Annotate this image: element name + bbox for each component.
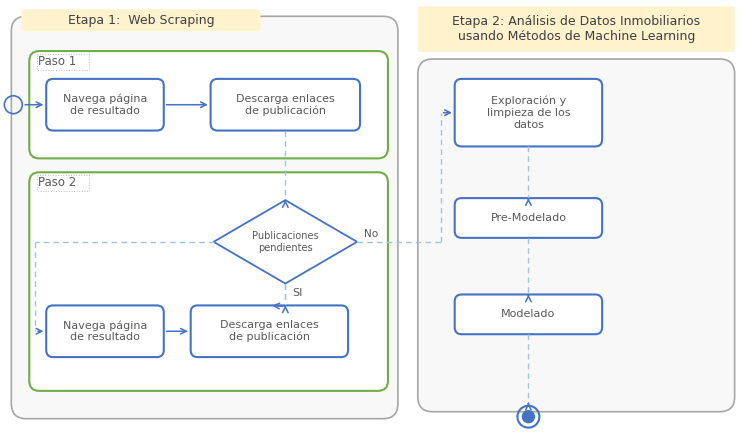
FancyBboxPatch shape xyxy=(46,305,163,357)
Text: Modelado: Modelado xyxy=(502,309,556,319)
FancyBboxPatch shape xyxy=(418,59,735,412)
Text: Publicaciones
pendientes: Publicaciones pendientes xyxy=(252,231,319,253)
Text: Descarga enlaces
de publicación: Descarga enlaces de publicación xyxy=(220,320,319,342)
Text: Navega página
de resultado: Navega página de resultado xyxy=(63,94,147,116)
FancyBboxPatch shape xyxy=(46,79,163,130)
FancyBboxPatch shape xyxy=(455,295,602,334)
FancyBboxPatch shape xyxy=(29,51,388,159)
FancyBboxPatch shape xyxy=(210,79,360,130)
Text: Navega página
de resultado: Navega página de resultado xyxy=(63,320,147,342)
FancyBboxPatch shape xyxy=(191,305,348,357)
FancyBboxPatch shape xyxy=(11,16,398,419)
Text: Descarga enlaces
de publicación: Descarga enlaces de publicación xyxy=(236,94,334,116)
FancyBboxPatch shape xyxy=(29,172,388,391)
FancyBboxPatch shape xyxy=(455,79,602,146)
FancyBboxPatch shape xyxy=(455,198,602,238)
Text: Etapa 2: Análisis de Datos Inmobiliarios
usando Métodos de Machine Learning: Etapa 2: Análisis de Datos Inmobiliarios… xyxy=(452,15,701,43)
Text: Paso 1: Paso 1 xyxy=(38,54,77,67)
Text: No: No xyxy=(364,229,378,239)
FancyBboxPatch shape xyxy=(418,6,735,52)
Text: Paso 2: Paso 2 xyxy=(38,176,77,189)
Text: Exploración y
limpieza de los
datos: Exploración y limpieza de los datos xyxy=(487,96,570,130)
Text: Etapa 1:  Web Scraping: Etapa 1: Web Scraping xyxy=(68,14,214,27)
Circle shape xyxy=(522,411,534,422)
FancyBboxPatch shape xyxy=(22,10,260,31)
Text: Pre-Modelado: Pre-Modelado xyxy=(490,213,566,223)
Text: SI: SI xyxy=(292,289,302,299)
